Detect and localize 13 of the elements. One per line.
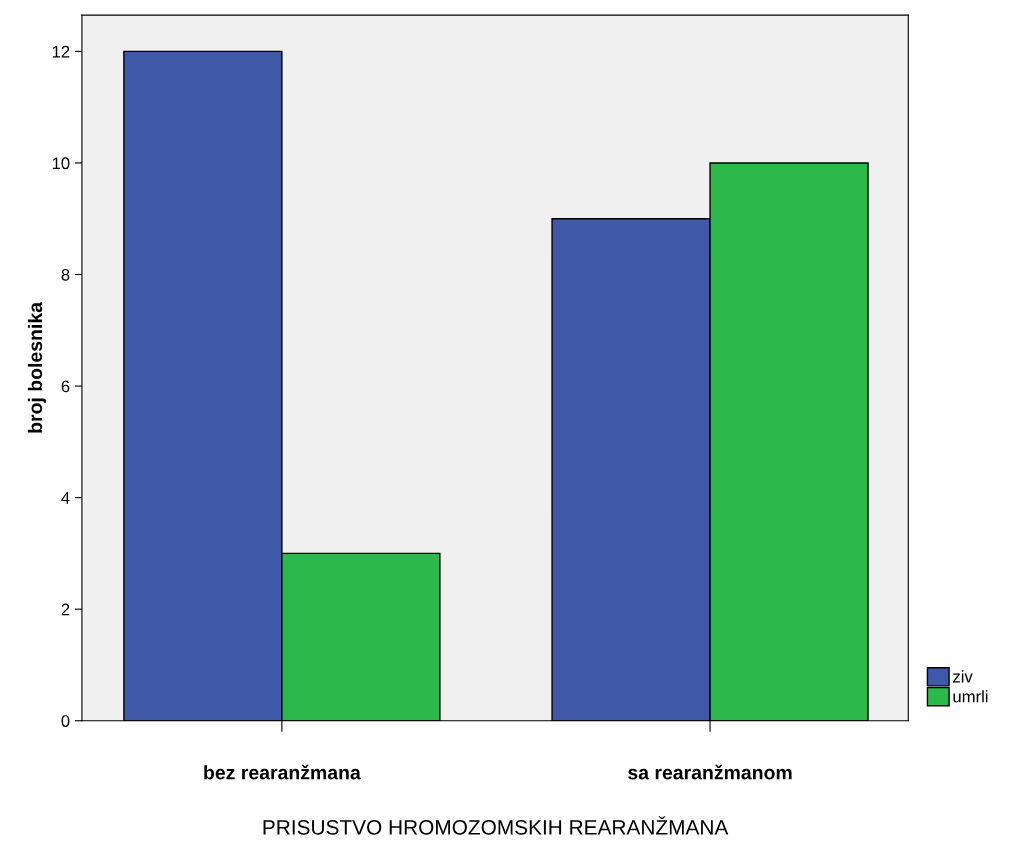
x-tick-label: bez rearanžmana bbox=[204, 764, 361, 780]
x-axis-title: PRISUSTVO HROMOZOMSKIH REARANŽMANA bbox=[263, 816, 729, 835]
x-tick-label: sa rearanžmanom bbox=[628, 764, 792, 780]
y-tick-label: 6 bbox=[61, 380, 70, 393]
y-tick-label: 8 bbox=[61, 268, 70, 281]
y-tick-label: 12 bbox=[52, 45, 70, 58]
legend-label: ziv bbox=[953, 670, 973, 683]
y-tick-label: 0 bbox=[61, 715, 70, 727]
y-axis-title: broj bolesnika bbox=[27, 301, 47, 433]
y-tick-label: 4 bbox=[61, 492, 70, 504]
y-tick-label: 10 bbox=[52, 157, 70, 170]
y-tick-label: 2 bbox=[61, 603, 70, 616]
legend-label: umrli bbox=[953, 690, 988, 703]
